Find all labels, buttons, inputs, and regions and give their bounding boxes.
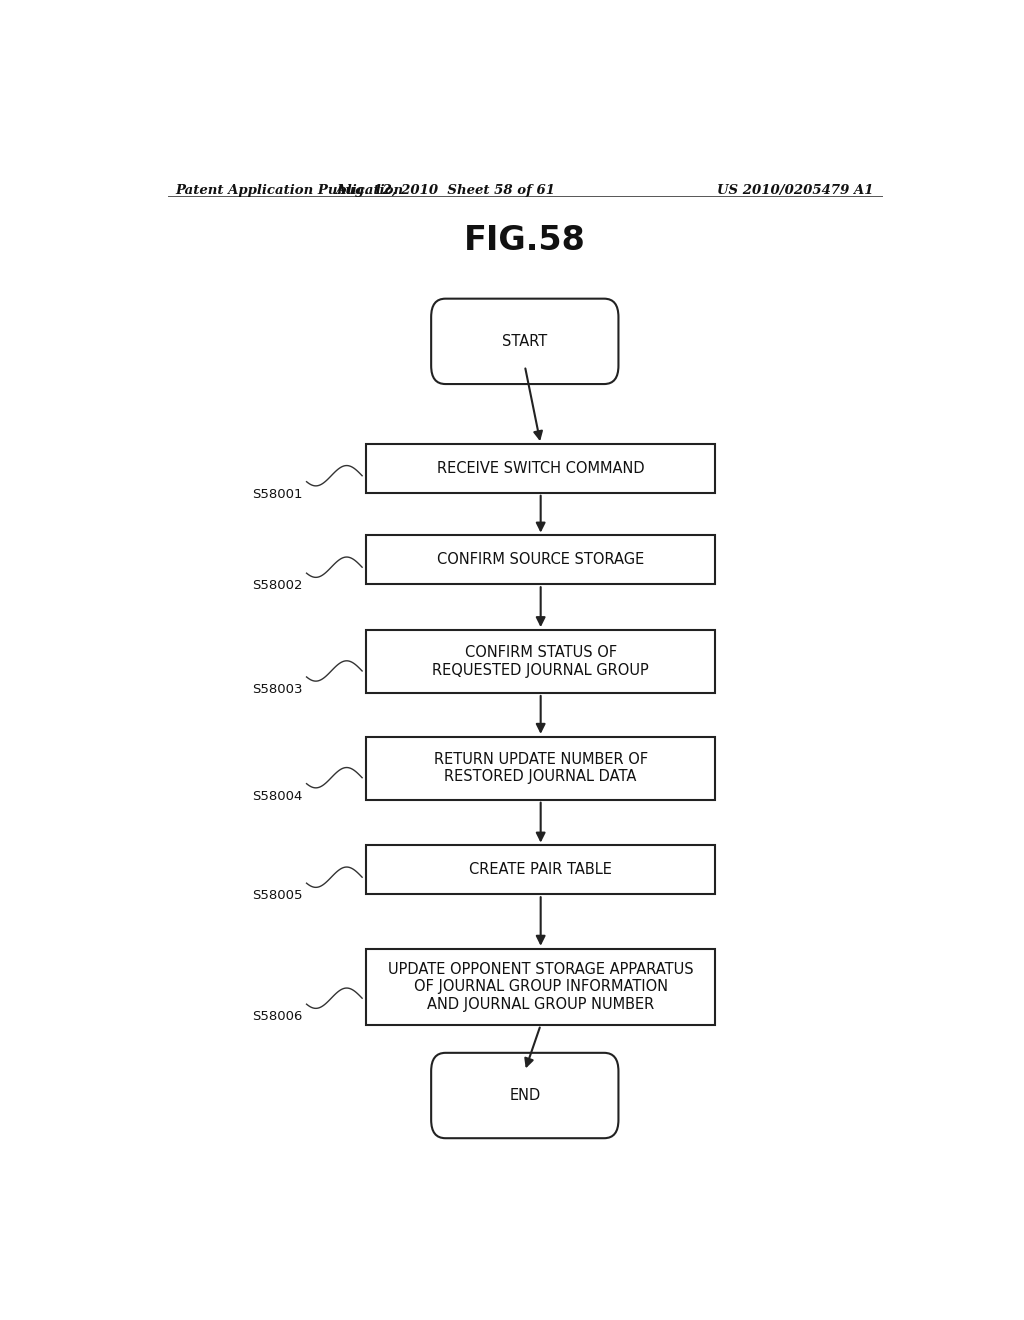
FancyBboxPatch shape — [367, 737, 715, 800]
Text: CREATE PAIR TABLE: CREATE PAIR TABLE — [469, 862, 612, 878]
Text: S58001: S58001 — [252, 488, 303, 500]
Text: S58002: S58002 — [252, 579, 303, 593]
Text: RECEIVE SWITCH COMMAND: RECEIVE SWITCH COMMAND — [437, 461, 644, 477]
FancyBboxPatch shape — [367, 536, 715, 585]
Text: S58005: S58005 — [252, 890, 303, 903]
Text: UPDATE OPPONENT STORAGE APPARATUS
OF JOURNAL GROUP INFORMATION
AND JOURNAL GROUP: UPDATE OPPONENT STORAGE APPARATUS OF JOU… — [388, 962, 693, 1011]
FancyBboxPatch shape — [367, 846, 715, 894]
Text: S58006: S58006 — [252, 1010, 303, 1023]
Text: RETURN UPDATE NUMBER OF
RESTORED JOURNAL DATA: RETURN UPDATE NUMBER OF RESTORED JOURNAL… — [433, 752, 648, 784]
Text: S58004: S58004 — [252, 789, 303, 803]
FancyBboxPatch shape — [431, 298, 618, 384]
Text: S58003: S58003 — [252, 684, 303, 696]
FancyBboxPatch shape — [431, 1053, 618, 1138]
FancyBboxPatch shape — [367, 630, 715, 693]
FancyBboxPatch shape — [367, 444, 715, 492]
Text: CONFIRM SOURCE STORAGE: CONFIRM SOURCE STORAGE — [437, 552, 644, 568]
Text: END: END — [509, 1088, 541, 1104]
FancyBboxPatch shape — [367, 949, 715, 1024]
Text: START: START — [502, 334, 548, 348]
Text: CONFIRM STATUS OF
REQUESTED JOURNAL GROUP: CONFIRM STATUS OF REQUESTED JOURNAL GROU… — [432, 645, 649, 677]
Text: FIG.58: FIG.58 — [464, 224, 586, 257]
Text: Patent Application Publication: Patent Application Publication — [176, 183, 403, 197]
Text: US 2010/0205479 A1: US 2010/0205479 A1 — [718, 183, 873, 197]
Text: Aug. 12, 2010  Sheet 58 of 61: Aug. 12, 2010 Sheet 58 of 61 — [336, 183, 555, 197]
